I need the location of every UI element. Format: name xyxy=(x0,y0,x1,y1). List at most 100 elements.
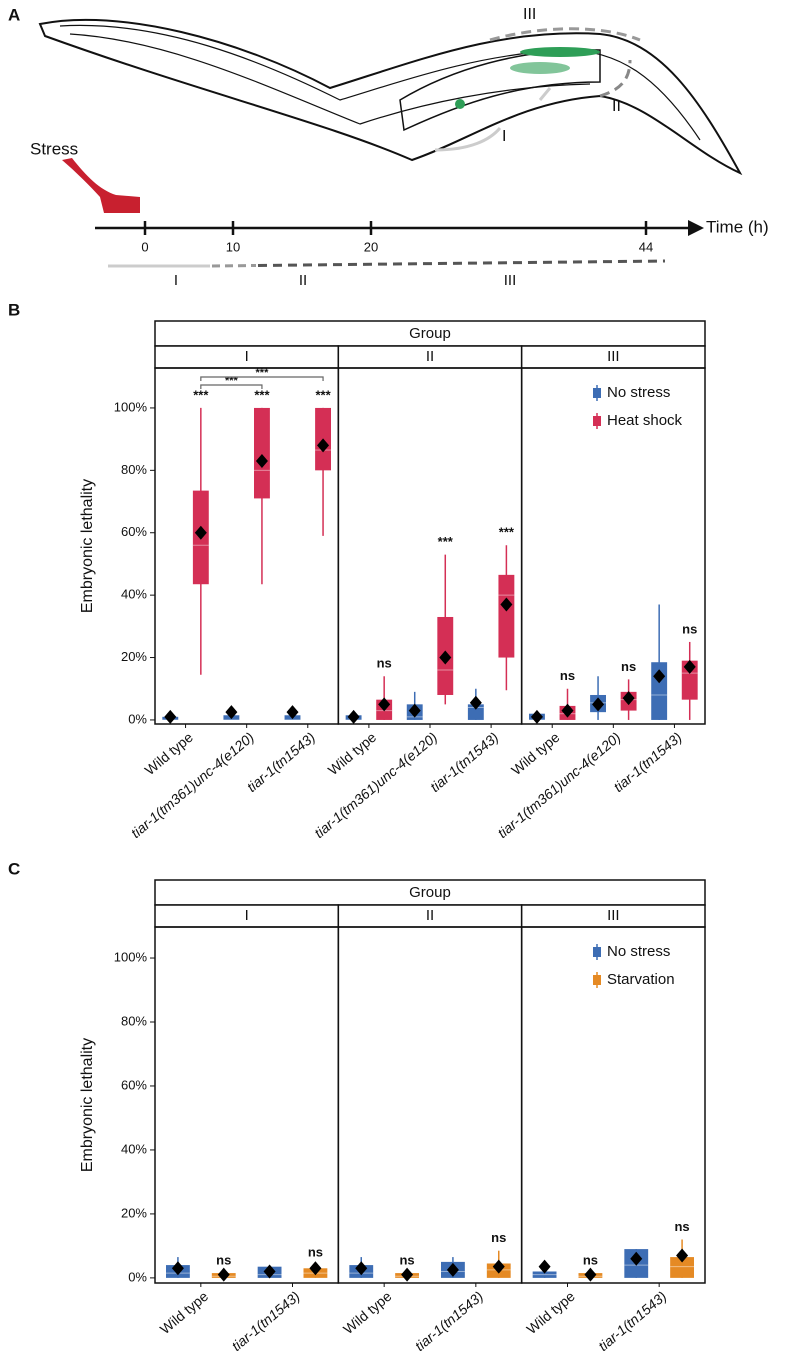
y-tick-label: 40% xyxy=(121,1141,147,1156)
significance: ns xyxy=(560,668,575,683)
x-tick-label: tiar-1(tn1543) xyxy=(595,1288,669,1354)
y-axis-label: Embryonic lethality xyxy=(79,479,96,613)
x-tick-label: tiar-1(tn1543) xyxy=(228,1288,302,1354)
legend-label: No stress xyxy=(607,943,670,960)
mean-marker xyxy=(584,1267,597,1282)
box xyxy=(670,1257,694,1278)
y-tick-label: 100% xyxy=(114,949,148,964)
mean-marker xyxy=(492,1259,505,1274)
worm-region: II xyxy=(612,98,621,115)
significance: ns xyxy=(491,1230,506,1245)
time-arrow xyxy=(688,220,704,236)
panel-label: B xyxy=(8,300,20,319)
significance: *** xyxy=(315,387,331,402)
mean-marker xyxy=(538,1259,551,1274)
y-tick-label: 80% xyxy=(121,1013,147,1028)
comparison-label: *** xyxy=(225,375,239,387)
x-tick-label: Wild type xyxy=(523,1288,578,1337)
facet-panel xyxy=(154,367,340,725)
worm xyxy=(38,18,743,176)
box xyxy=(498,574,515,658)
x-tick-label: tiar-1(tm361)unc-4(e120) xyxy=(494,729,623,841)
significance: ns xyxy=(682,621,697,636)
significance: *** xyxy=(438,534,454,549)
stress-label: Stress xyxy=(30,139,78,158)
facet-label: I xyxy=(245,348,249,365)
panel-label: A xyxy=(8,5,20,24)
mean-marker xyxy=(225,705,238,720)
strip xyxy=(154,879,706,906)
x-tick-label: Wild type xyxy=(508,729,563,778)
mean-marker xyxy=(439,650,452,665)
facet-panel xyxy=(154,926,340,1284)
facet-label: II xyxy=(426,348,434,365)
mean-marker xyxy=(408,703,421,718)
mean-marker xyxy=(171,1261,184,1276)
period-lines xyxy=(108,259,666,268)
y-tick-label: 100% xyxy=(114,399,148,414)
y-tick-label: 60% xyxy=(121,1077,147,1092)
significance: *** xyxy=(193,387,209,402)
mean-marker xyxy=(561,703,574,718)
x-tick-label: Wild type xyxy=(325,729,380,778)
comparison-bracket xyxy=(200,376,324,381)
mean-marker xyxy=(469,695,482,710)
period-label: III xyxy=(504,272,517,289)
legend-key xyxy=(593,416,601,426)
legend-label: Starvation xyxy=(607,971,675,988)
legend-key xyxy=(593,388,601,398)
significance: *** xyxy=(499,525,515,540)
y-axis-label: Embryonic lethality xyxy=(79,1038,96,1172)
legend-label: Heat shock xyxy=(607,412,683,429)
significance: ns xyxy=(583,1253,598,1268)
x-tick-label: Wild type xyxy=(157,1288,212,1337)
facet-label: II xyxy=(426,907,434,924)
facet-label: I xyxy=(245,907,249,924)
mean-marker xyxy=(500,597,513,612)
mean-marker xyxy=(676,1248,689,1263)
y-tick-label: 0% xyxy=(128,1269,147,1284)
mean-marker xyxy=(263,1264,276,1279)
time-tick: 44 xyxy=(639,239,653,254)
box xyxy=(681,660,698,700)
strip-title: Group xyxy=(409,325,451,342)
time-tick: 10 xyxy=(226,239,240,254)
time-tick: 20 xyxy=(364,239,378,254)
significance: ns xyxy=(621,659,636,674)
facet-label: III xyxy=(607,348,620,365)
y-tick-label: 20% xyxy=(121,1205,147,1220)
x-tick-label: Wild type xyxy=(340,1288,395,1337)
y-tick-label: 0% xyxy=(128,711,147,726)
mean-marker xyxy=(255,453,268,468)
significance: ns xyxy=(377,656,392,671)
stress-pulse xyxy=(62,158,140,213)
legend-label: No stress xyxy=(607,384,670,401)
x-tick-label: tiar-1(tm361)unc-4(e120) xyxy=(128,729,257,841)
period-label: I xyxy=(174,272,178,289)
mean-marker xyxy=(194,525,207,540)
strip-title: Group xyxy=(409,884,451,901)
worm-region: I xyxy=(502,128,506,145)
significance: ns xyxy=(308,1245,323,1260)
mean-marker xyxy=(217,1267,230,1282)
y-tick-label: 80% xyxy=(121,462,147,477)
mean-marker xyxy=(446,1262,459,1277)
box xyxy=(532,1271,557,1278)
time-tick: 0 xyxy=(141,239,148,254)
comparison-label: *** xyxy=(256,367,270,379)
box xyxy=(467,704,484,720)
period-label: II xyxy=(299,272,307,289)
y-tick-label: 20% xyxy=(121,649,147,664)
legend-key xyxy=(593,975,601,985)
y-tick-label: 40% xyxy=(121,587,147,602)
panel-label: C xyxy=(8,859,20,878)
mean-marker xyxy=(630,1251,643,1266)
mean-marker xyxy=(592,697,605,712)
facet-panel xyxy=(337,367,523,725)
x-tick-label: Wild type xyxy=(141,729,196,778)
significance: ns xyxy=(399,1253,414,1268)
mean-marker xyxy=(164,709,177,724)
mean-marker xyxy=(653,669,666,684)
y-tick-label: 60% xyxy=(121,524,147,539)
